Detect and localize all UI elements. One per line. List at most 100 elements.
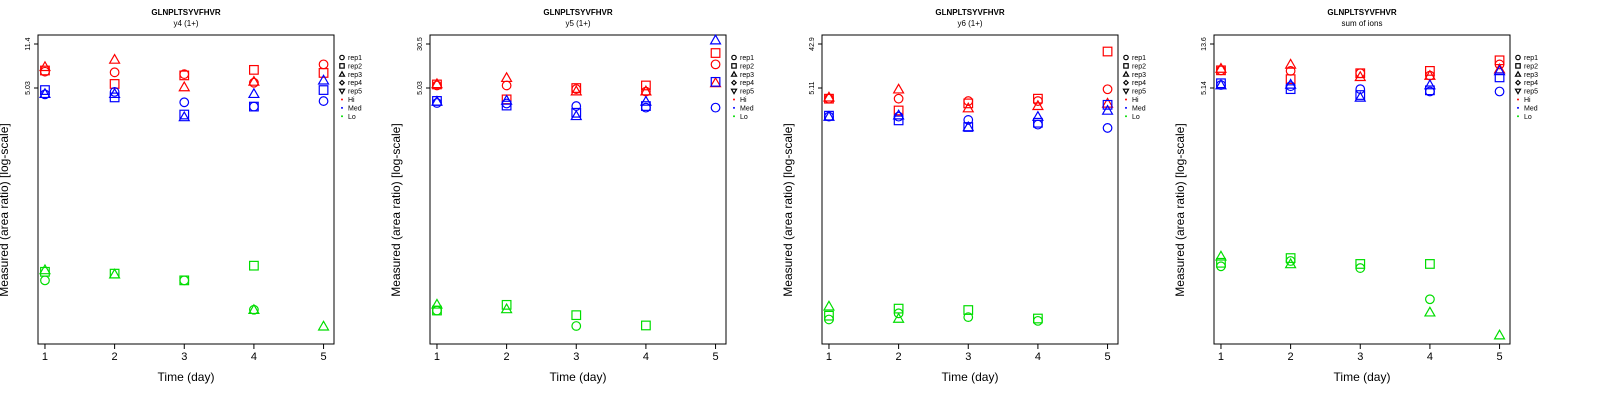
data-point: [710, 48, 721, 58]
y-tick-label: 30.5: [417, 37, 424, 51]
data-point: [1494, 72, 1505, 83]
chart-panel-3: GLNPLTSYVFHVR y6 (1+) 1 2 3 4 5 Time (day) 42.9 5…: [781, 8, 1146, 384]
data-point: [1285, 74, 1296, 85]
legend-marker: [733, 106, 735, 109]
y-tick-label: 5.03: [25, 81, 32, 95]
legend-marker: [1125, 106, 1127, 109]
data-point: [1033, 119, 1043, 130]
series-hi: [1214, 55, 1506, 85]
data-point: [639, 84, 652, 96]
y-tick-label: 5.14: [1201, 81, 1208, 95]
data-point: [570, 84, 583, 96]
data-point: [822, 91, 835, 102]
x-tick-label: 5: [320, 351, 326, 363]
data-point: [1423, 306, 1436, 317]
legend-label: rep1: [348, 55, 362, 62]
legend-marker: [1515, 63, 1521, 69]
data-point: [1425, 294, 1435, 305]
data-point: [40, 266, 50, 277]
data-point: [1284, 257, 1297, 269]
legend-label: rep4: [348, 80, 362, 87]
legend-label: Lo: [1524, 114, 1532, 121]
legend-label: Lo: [740, 114, 748, 121]
data-point: [1214, 78, 1227, 90]
data-point: [641, 80, 651, 91]
data-point: [1425, 66, 1435, 76]
legend-label: Med: [1132, 105, 1146, 112]
data-point: [571, 83, 582, 93]
data-point: [963, 115, 974, 125]
data-point: [1033, 313, 1043, 324]
data-point: [893, 308, 904, 319]
legend-marker: [1123, 54, 1129, 61]
data-point: [1284, 58, 1297, 69]
plot-frame: [429, 34, 727, 345]
data-point: [318, 68, 329, 78]
data-point: [109, 79, 120, 89]
data-point: [38, 60, 51, 72]
data-point: [571, 107, 582, 118]
x-tick-label: 2: [1288, 351, 1294, 363]
chart-subtitle: y4 (1+): [173, 19, 198, 28]
data-point: [1102, 123, 1113, 133]
x-tick-label: 1: [1218, 351, 1224, 363]
data-point: [317, 320, 330, 331]
data-point: [963, 312, 974, 323]
data-point: [709, 76, 722, 88]
data-point: [1493, 329, 1506, 340]
legend-label: rep5: [740, 89, 754, 96]
legend-label: Med: [348, 105, 362, 112]
data-point: [38, 263, 51, 275]
data-point: [249, 101, 259, 112]
data-point: [892, 109, 905, 120]
data-point: [1033, 93, 1043, 104]
y-axis-label: Measured (area ratio) [log-scale]: [389, 123, 403, 296]
legend-marker: [338, 88, 346, 95]
legend-marker: [1517, 98, 1519, 101]
legend-marker: [733, 98, 735, 101]
x-tick-label: 5: [712, 351, 718, 363]
legend-label: rep3: [1524, 72, 1538, 79]
data-point: [1033, 315, 1043, 326]
legend-marker: [1517, 106, 1519, 109]
series-med: [822, 99, 1114, 133]
legend-label: rep1: [1524, 55, 1538, 62]
x-axis-label: Time (day): [942, 370, 999, 384]
x-tick-label: 1: [434, 351, 440, 363]
legend-marker: [1122, 70, 1130, 77]
data-point: [1101, 97, 1114, 108]
data-point: [1425, 86, 1435, 97]
data-point: [1494, 59, 1505, 70]
legend-marker: [1125, 98, 1127, 101]
data-point: [1425, 259, 1435, 269]
data-point: [892, 312, 905, 323]
plot-frame: [821, 34, 1119, 345]
y-axis-label: Measured (area ratio) [log-scale]: [1173, 123, 1187, 296]
x-tick-label: 1: [42, 351, 48, 363]
data-point: [247, 303, 260, 315]
chart-panel-2: GLNPLTSYVFHVR y5 (1+) 1 2 3 4 5 Time (day) 30.5 5…: [389, 8, 754, 384]
legend-marker: [341, 106, 343, 109]
chart-subtitle: y6 (1+): [957, 19, 982, 28]
legend-marker: [1122, 88, 1130, 95]
legend-marker: [1514, 88, 1522, 95]
series-lo: [430, 298, 651, 331]
data-point: [430, 95, 443, 106]
x-tick-label: 1: [826, 351, 832, 363]
data-point: [432, 98, 442, 108]
data-point: [1033, 96, 1043, 106]
chart-title: GLNPLTSYVFHVR: [1327, 8, 1396, 17]
data-point: [178, 110, 191, 122]
legend-label: rep2: [1132, 63, 1146, 70]
x-tick-label: 2: [112, 351, 118, 363]
legend-label: rep2: [348, 63, 362, 70]
chart-subtitle: sum of ions: [1342, 19, 1383, 28]
legend-label: Hi: [1524, 97, 1531, 104]
x-tick-label: 3: [573, 351, 579, 363]
legend-label: rep5: [348, 89, 362, 96]
legend-marker: [1515, 54, 1521, 61]
data-point: [108, 53, 121, 64]
data-point: [824, 314, 834, 325]
data-point: [639, 95, 652, 106]
legend-marker: [730, 70, 738, 77]
